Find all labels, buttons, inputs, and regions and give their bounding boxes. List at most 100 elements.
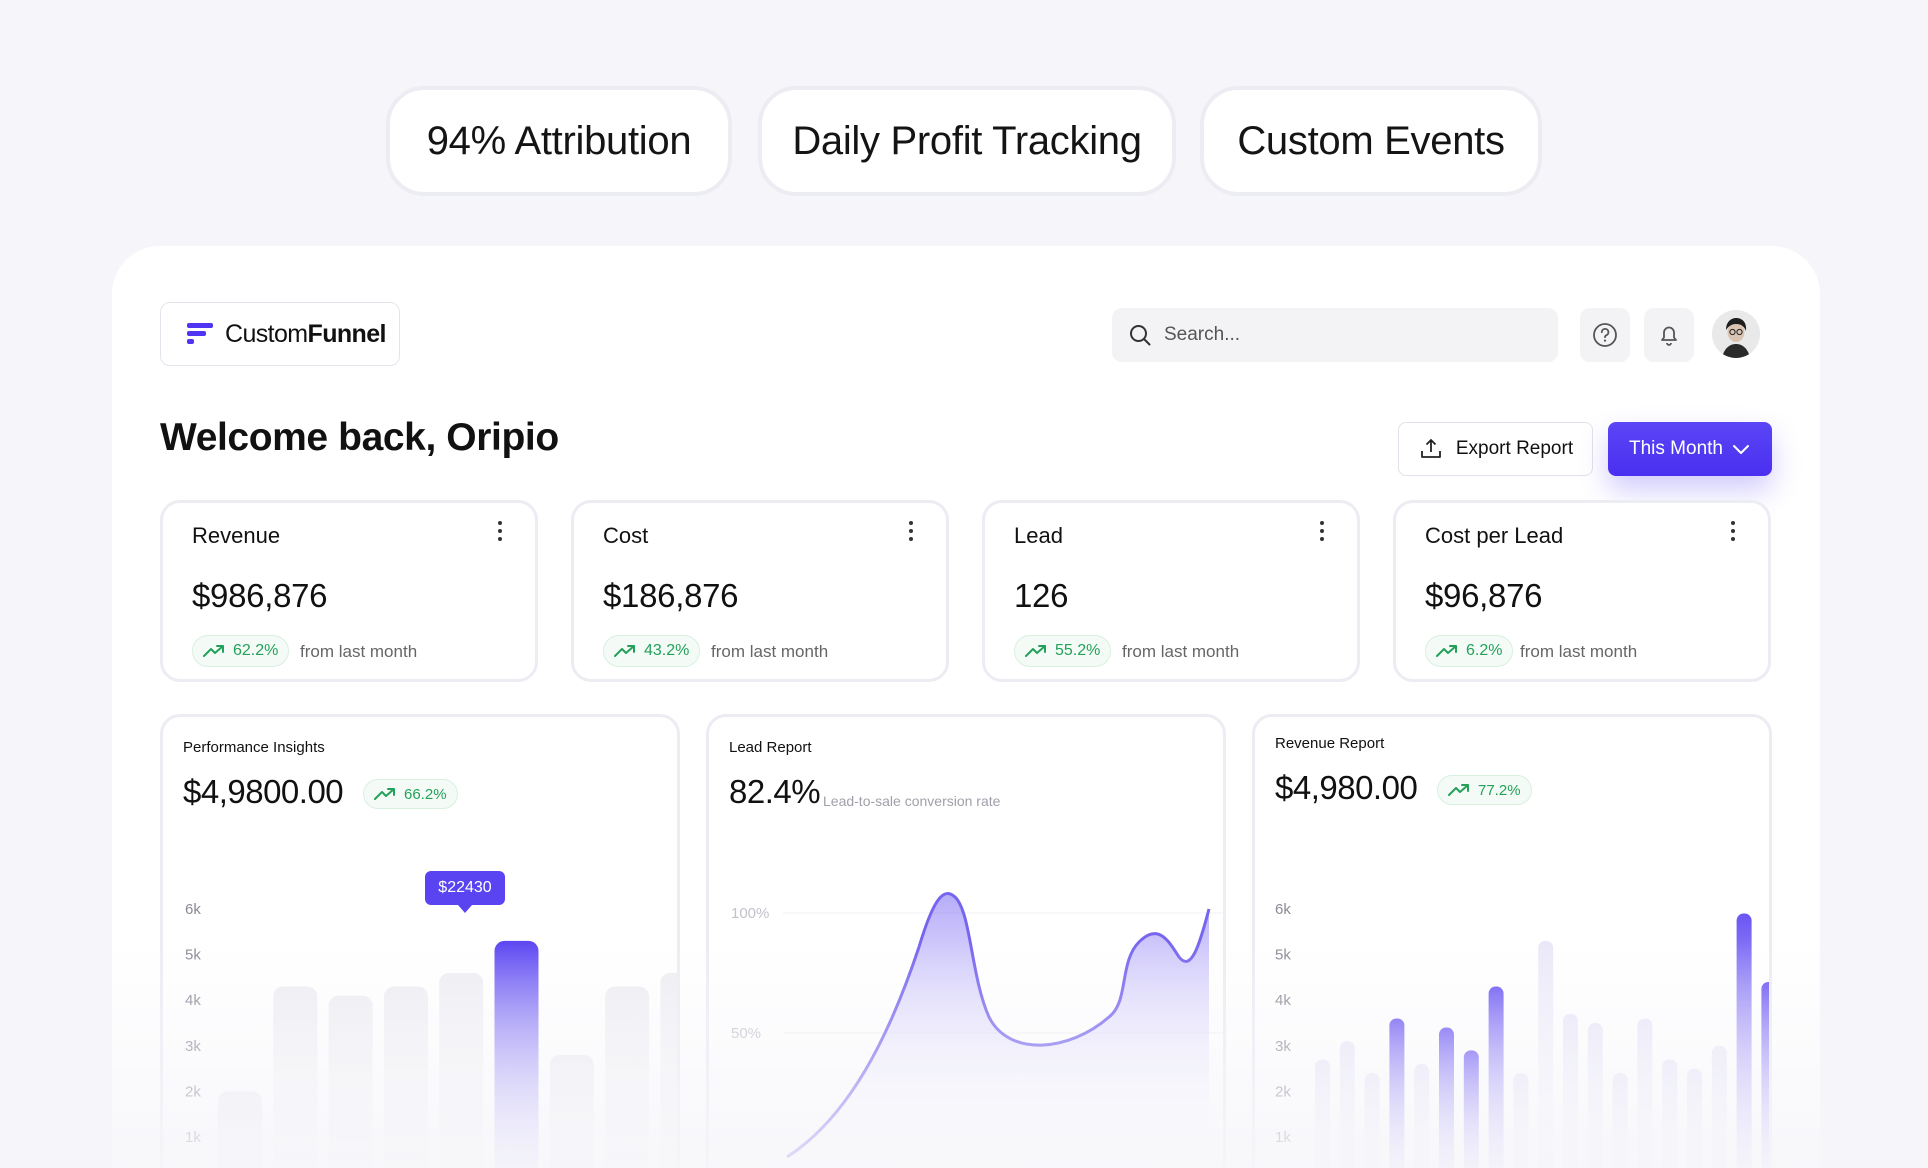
chart-title: Lead Report <box>729 739 812 756</box>
y-tick-label: 3k <box>185 1038 201 1055</box>
bar[interactable] <box>1612 1073 1628 1168</box>
stat-title: Lead <box>1014 523 1063 548</box>
highlighted-bar[interactable] <box>1736 913 1752 1168</box>
search-bar[interactable] <box>1112 308 1558 362</box>
bar-tooltip: $22430 <box>425 871 505 913</box>
feature-pill-custom-events: Custom Events <box>1200 86 1542 196</box>
change-badge: 77.2% <box>1437 775 1532 805</box>
chart-subtitle: Lead-to-sale conversion rate <box>823 793 1001 809</box>
feature-pill-profit-tracking: Daily Profit Tracking <box>758 86 1176 196</box>
trend-up-icon <box>1025 645 1046 657</box>
search-icon <box>1130 325 1151 346</box>
highlighted-bar[interactable] <box>494 940 539 1168</box>
bar[interactable] <box>1364 1073 1380 1168</box>
more-options-icon[interactable] <box>1730 521 1736 545</box>
change-value: 66.2% <box>404 785 447 803</box>
y-tick-label: 100% <box>731 905 769 922</box>
y-tick-label: 6k <box>1275 901 1291 918</box>
help-circle-icon <box>1593 323 1617 347</box>
logo-text-regular: Custom <box>225 319 308 348</box>
change-badge: 62.2% <box>192 635 290 667</box>
change-value: 62.2% <box>233 642 279 659</box>
upload-icon <box>1420 439 1441 458</box>
logo-text: CustomFunnel <box>225 320 386 349</box>
bell-icon <box>1661 326 1677 346</box>
change-value: 43.2% <box>644 642 690 659</box>
y-tick-label: 5k <box>1275 947 1291 964</box>
page-title: Welcome back, Oripio <box>160 416 559 459</box>
bar[interactable] <box>1587 1023 1603 1168</box>
bar[interactable] <box>273 986 318 1168</box>
stat-value: $986,876 <box>192 577 328 614</box>
chart-value: $4,9800.00 <box>183 773 344 810</box>
revenue-report-card: 1k 2k 3k 4k 5k 6k Revenue Report $4,980.00 77… <box>1252 714 1772 1168</box>
chevron-down-icon <box>1732 445 1749 454</box>
chart-value: 82.4% <box>729 773 821 810</box>
funnel-logo-icon <box>187 323 213 344</box>
stat-card-revenue: Revenue $986,876 62.2% from last month <box>160 500 538 682</box>
stat-card-lead: Lead 126 55.2% from last month <box>982 500 1360 682</box>
trend-up-icon <box>1436 645 1457 657</box>
bar[interactable] <box>605 986 650 1168</box>
y-tick-label: 2k <box>185 1083 201 1100</box>
change-badge: 43.2% <box>603 635 701 667</box>
notifications-button[interactable] <box>1644 308 1694 362</box>
trend-up-icon <box>374 788 395 800</box>
bar[interactable] <box>1315 1059 1330 1168</box>
feature-pill-attribution: 94% Attribution <box>386 86 732 196</box>
bar[interactable] <box>328 995 373 1168</box>
stat-card-cost: Cost $186,876 43.2% from last month <box>571 500 949 682</box>
bar[interactable] <box>1414 1064 1430 1168</box>
more-options-icon[interactable] <box>908 521 914 545</box>
highlighted-bar[interactable] <box>1389 1018 1405 1168</box>
bar[interactable] <box>660 972 680 1168</box>
period-label: This Month <box>1629 438 1723 459</box>
trend-up-icon <box>1448 784 1469 796</box>
bar[interactable] <box>1538 940 1554 1168</box>
bar[interactable] <box>549 1054 594 1168</box>
bar[interactable] <box>1563 1013 1578 1168</box>
stat-title: Cost <box>603 523 649 548</box>
help-button[interactable] <box>1580 308 1630 362</box>
y-tick-label: 1k <box>1275 1129 1291 1146</box>
change-value: 55.2% <box>1055 642 1101 659</box>
change-note: from last month <box>711 642 829 661</box>
more-options-icon[interactable] <box>497 521 503 545</box>
change-note: from last month <box>1122 642 1240 661</box>
stat-title: Cost per Lead <box>1425 523 1564 548</box>
chart-value: $4,980.00 <box>1275 769 1418 806</box>
bar[interactable] <box>1662 1059 1678 1168</box>
highlighted-bar[interactable] <box>1463 1050 1479 1168</box>
highlighted-bar[interactable] <box>1439 1027 1454 1168</box>
change-note: from last month <box>300 642 418 661</box>
highlighted-bar[interactable] <box>1488 986 1504 1168</box>
feature-label: 94% Attribution <box>426 118 692 163</box>
bar[interactable] <box>1687 1068 1702 1168</box>
avatar[interactable] <box>1712 310 1760 358</box>
export-report-label: Export Report <box>1455 438 1574 459</box>
stat-card-cost-per-lead: Cost per Lead $96,876 6.2% from last mon… <box>1393 500 1771 682</box>
bar[interactable] <box>1711 1045 1727 1168</box>
highlighted-bar[interactable] <box>1761 981 1772 1168</box>
change-value: 77.2% <box>1478 781 1521 799</box>
bar[interactable] <box>1637 1018 1653 1168</box>
lead-report-card: 100% 50% Lead Report 82.4% Lead-to-sale c… <box>706 714 1226 1168</box>
search-input[interactable] <box>1164 324 1524 346</box>
export-report-button[interactable]: Export Report <box>1398 422 1593 476</box>
logo[interactable]: CustomFunnel <box>160 302 400 366</box>
performance-insights-card: 1k 2k 3k 4k 5k 6k Performance Insights $4,980… <box>160 714 680 1168</box>
bar[interactable] <box>439 972 484 1168</box>
bar[interactable] <box>218 1091 262 1168</box>
more-options-icon[interactable] <box>1319 521 1325 545</box>
change-note: from last month <box>1520 642 1638 661</box>
user-portrait-icon <box>1712 310 1760 358</box>
y-tick-label: 4k <box>1275 992 1291 1009</box>
bar[interactable] <box>1513 1073 1529 1168</box>
change-value: 6.2% <box>1466 642 1503 659</box>
period-select[interactable]: This Month <box>1608 422 1772 476</box>
stat-value: 126 <box>1014 577 1069 614</box>
bar[interactable] <box>1339 1041 1355 1168</box>
bar[interactable] <box>383 986 428 1168</box>
change-badge: 55.2% <box>1014 635 1112 667</box>
chart-title: Performance Insights <box>183 739 325 756</box>
